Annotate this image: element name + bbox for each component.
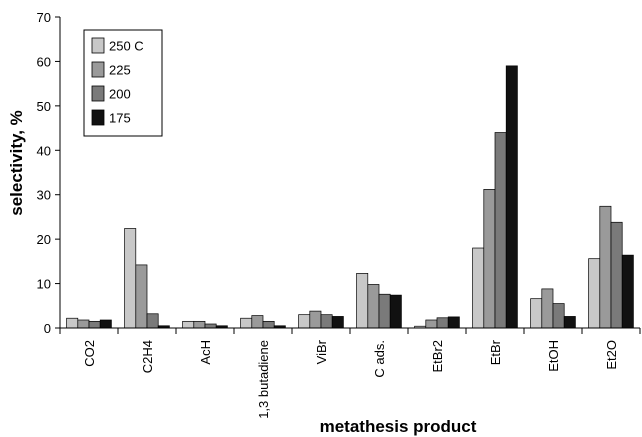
legend: 250 C 225 200 175 <box>83 29 163 137</box>
bar <box>389 294 402 329</box>
legend-swatch <box>91 109 105 126</box>
y-tick-label: 50 <box>37 99 51 114</box>
bar <box>599 205 612 329</box>
bar <box>193 320 206 329</box>
bar <box>66 317 79 329</box>
x-category-label: EtBr <box>488 339 503 365</box>
bar <box>367 284 380 329</box>
bar <box>99 319 112 329</box>
bar <box>251 315 264 329</box>
y-tick-label: 40 <box>37 143 51 158</box>
legend-swatch <box>91 85 105 102</box>
y-tick-label: 0 <box>44 321 51 336</box>
bar <box>331 316 344 329</box>
bar <box>262 320 275 329</box>
bar <box>530 298 543 329</box>
y-axis: 0 10 20 30 40 50 60 70 <box>37 10 61 336</box>
x-category-label: ViBr <box>314 339 329 364</box>
bar <box>472 247 485 329</box>
bar <box>356 273 369 329</box>
bar <box>552 303 565 329</box>
bar <box>182 320 195 329</box>
x-category-label: EtOH <box>546 340 561 372</box>
bar <box>505 65 518 329</box>
bar <box>436 317 449 329</box>
legend-label: 200 <box>109 87 131 102</box>
legend-swatch <box>91 61 105 78</box>
bar <box>88 320 101 329</box>
bar <box>309 310 322 329</box>
bar <box>378 293 391 329</box>
bar <box>298 314 311 329</box>
y-tick-label: 10 <box>37 277 51 292</box>
bar <box>77 319 90 329</box>
bar <box>483 189 496 329</box>
legend-swatch <box>91 37 105 54</box>
bar <box>447 316 460 329</box>
bar <box>425 319 438 329</box>
x-category-label: AcH <box>198 340 213 365</box>
y-axis-title: selectivity, % <box>7 110 26 216</box>
x-axis: CO2 C2H4 AcH 1,3 butadiene ViBr C ads. EtBr2 Et… <box>59 327 641 419</box>
y-tick-label: 70 <box>37 10 51 25</box>
legend-label: 250 C <box>109 39 144 54</box>
bar <box>146 313 159 329</box>
x-category-label: C2H4 <box>140 340 155 373</box>
bar <box>621 254 634 329</box>
legend-label: 175 <box>109 111 131 126</box>
y-tick-label: 60 <box>37 54 51 69</box>
bar <box>240 317 253 329</box>
x-category-label: C ads. <box>372 340 387 378</box>
bar <box>563 316 576 329</box>
bar <box>135 264 148 329</box>
x-category-label: Et2O <box>604 340 619 370</box>
y-tick-label: 20 <box>37 232 51 247</box>
bar <box>124 228 137 329</box>
x-category-label: 1,3 butadiene <box>256 340 271 419</box>
legend-label: 225 <box>109 63 131 78</box>
bar <box>541 288 554 329</box>
bar <box>494 132 507 329</box>
x-axis-title: metathesis product <box>320 417 477 436</box>
bar <box>320 314 333 329</box>
bar <box>204 323 217 329</box>
bar <box>610 221 623 329</box>
x-category-label: CO2 <box>82 340 97 367</box>
y-tick-label: 30 <box>37 188 51 203</box>
x-category-label: EtBr2 <box>430 340 445 373</box>
plot-area <box>66 65 634 329</box>
bar <box>588 258 601 329</box>
